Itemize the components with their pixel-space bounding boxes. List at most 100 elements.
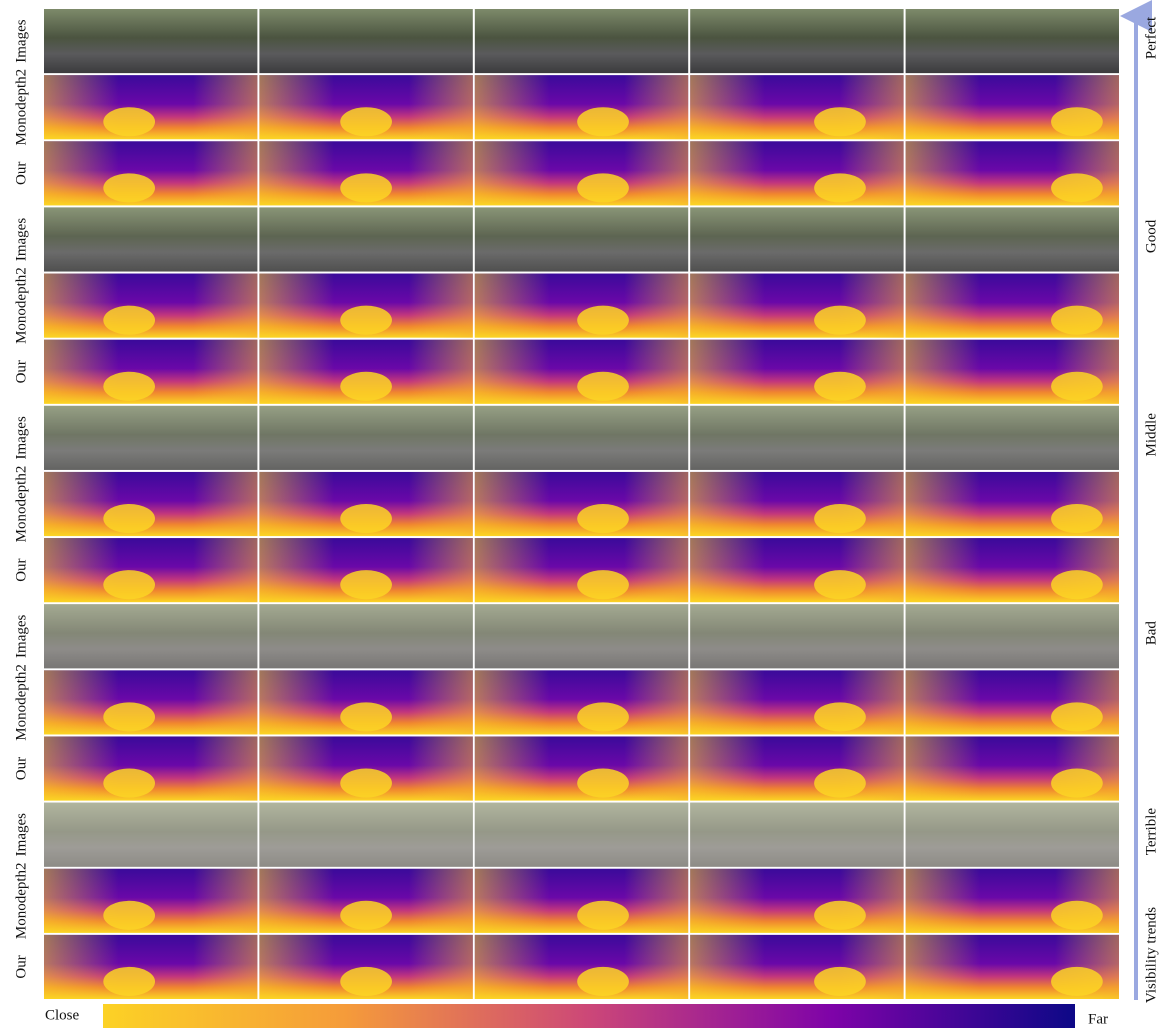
visibility-level: Perfect [1143,16,1159,59]
depth-object [340,769,392,798]
depth-object [103,372,155,401]
depth-object [340,570,392,599]
depth-object [103,173,155,202]
depth-side [690,736,903,800]
haze [475,604,688,668]
row-label: Images [13,218,29,261]
depth-side [690,935,903,999]
depth-object [814,306,866,335]
depth-side [690,869,903,933]
depth-side [690,340,903,404]
depth-object [577,173,629,202]
haze [259,604,472,668]
depth-object [103,702,155,731]
depth-object [1051,769,1103,798]
haze [44,803,257,867]
row-label: Our [13,162,29,185]
haze [690,803,903,867]
depth-object [1051,372,1103,401]
depth-object [814,702,866,731]
depth-object [814,967,866,996]
row-label: Our [13,955,29,978]
row-label: Monodepth2 [13,664,29,741]
row-label: Images [13,813,29,856]
depth-object [340,107,392,136]
visibility-level: Good [1143,219,1159,253]
depth-object [103,901,155,930]
haze [44,604,257,668]
depth-side [690,274,903,338]
depth-object [103,306,155,335]
depth-object [577,901,629,930]
depth-side [690,670,903,734]
row-label: Images [13,614,29,657]
haze [475,207,688,271]
depth-side [690,141,903,205]
row-label: Images [13,19,29,62]
depth-object [340,702,392,731]
haze [259,406,472,470]
depth-object [103,570,155,599]
depth-object [340,306,392,335]
depth-object [814,372,866,401]
depth-object [340,372,392,401]
depth-object [814,901,866,930]
row-label: Monodepth2 [13,69,29,146]
haze [906,604,1119,668]
visibility-label: Visibility trends [1143,907,1159,1003]
haze [259,803,472,867]
depth-object [340,173,392,202]
haze [906,803,1119,867]
haze [690,207,903,271]
visibility-level: Bad [1143,621,1159,646]
depth-object [1051,570,1103,599]
colorbar-min: Close [45,1007,80,1023]
haze [690,406,903,470]
row-label: Our [13,757,29,780]
haze [906,406,1119,470]
depth-object [577,504,629,533]
depth-object [1051,504,1103,533]
depth-object [1051,306,1103,335]
depth-side [690,472,903,536]
depth-object [577,107,629,136]
depth-object [1051,967,1103,996]
haze [690,604,903,668]
depth-object [577,570,629,599]
depth-object [103,504,155,533]
depth-object [103,769,155,798]
depth-object [340,901,392,930]
haze [44,406,257,470]
depth-object [577,306,629,335]
depth-object [814,107,866,136]
depth-object [577,967,629,996]
depth-object [103,967,155,996]
colorbar [103,1004,1075,1028]
row-label: Monodepth2 [13,862,29,939]
depth-object [340,504,392,533]
visibility-level: Terrible [1143,808,1159,856]
haze [906,207,1119,271]
depth-object [577,702,629,731]
visibility-level: Middle [1143,413,1159,457]
depth-object [814,769,866,798]
depth-object [814,504,866,533]
row-label: Images [13,416,29,459]
depth-object [814,173,866,202]
row-label: Monodepth2 [13,267,29,344]
depth-object [1051,901,1103,930]
haze [475,803,688,867]
haze [44,207,257,271]
depth-object [340,967,392,996]
depth-object [1051,107,1103,136]
colorbar-max: Far [1088,1011,1108,1027]
depth-side [690,538,903,602]
depth-object [577,372,629,401]
haze [475,406,688,470]
figure: Visibility trends Close Far Perfect Image… [0,0,1159,1030]
row-label: Our [13,360,29,383]
haze [259,207,472,271]
depth-side [690,75,903,139]
row-label: Our [13,558,29,581]
depth-object [1051,173,1103,202]
